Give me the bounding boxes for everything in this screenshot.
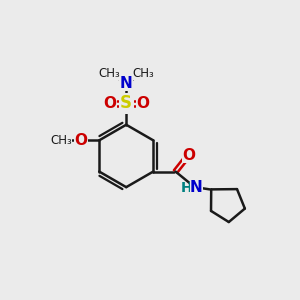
Text: O: O [137, 96, 150, 111]
Text: H: H [181, 181, 192, 195]
Text: O: O [74, 133, 87, 148]
Text: CH₃: CH₃ [50, 134, 72, 147]
Text: O: O [182, 148, 195, 163]
Text: N: N [120, 76, 133, 91]
Text: CH₃: CH₃ [99, 67, 120, 80]
Text: N: N [190, 180, 203, 195]
Text: O: O [103, 96, 116, 111]
Text: CH₃: CH₃ [132, 67, 154, 80]
Text: S: S [120, 94, 132, 112]
